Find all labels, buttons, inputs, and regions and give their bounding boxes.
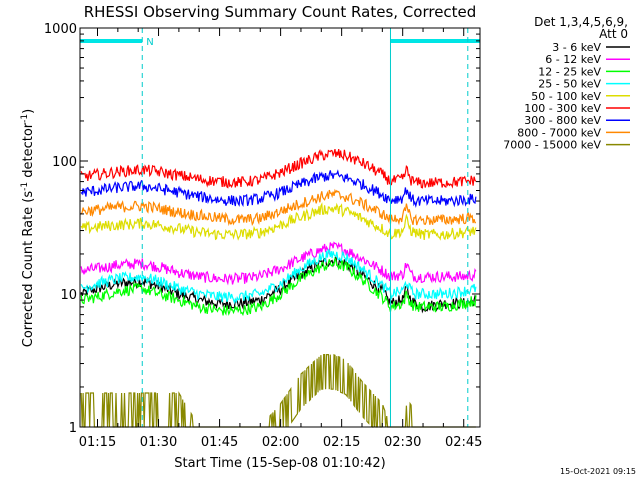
series-line — [80, 354, 476, 428]
x-axis-ticks: 01:15 01:30 01:45 02:00 02:15 02:30 02:45 — [79, 28, 482, 450]
x-tick-label: 02:30 — [384, 435, 421, 450]
x-tick-label: 02:15 — [323, 435, 360, 450]
legend-entry-label: 3 - 6 keV — [552, 41, 601, 54]
x-tick-label: 01:15 — [79, 435, 116, 450]
series-line — [80, 248, 477, 305]
series-line — [80, 169, 477, 209]
y-label-part-2: detector — [21, 122, 36, 182]
legend-header-detectors: Det 1,3,4,5,6,9, — [534, 15, 628, 29]
night-bars: N — [80, 37, 480, 48]
series-line — [80, 202, 477, 241]
x-tick-label: 01:45 — [201, 435, 238, 450]
legend-entry-label: 7000 - 15000 keV — [503, 139, 601, 152]
legend-entry-label: 25 - 50 keV — [538, 78, 601, 91]
chart-title: RHESSI Observing Summary Count Rates, Co… — [84, 3, 477, 21]
legend-entry-label: 800 - 7000 keV — [517, 126, 601, 139]
y-axis-label: Corrected Count Rate (s-1 detector-1) — [20, 109, 36, 347]
y-label-exponent-2: -1 — [20, 114, 30, 123]
series-line — [80, 256, 477, 317]
legend-entry-label: 6 - 12 keV — [545, 53, 601, 66]
series-line — [80, 148, 477, 189]
y-axis-ticks: 1 10 100 1000 — [44, 22, 480, 436]
plot-frame — [79, 27, 481, 428]
legend-entry-label: 12 - 25 keV — [538, 65, 601, 78]
legend-header-attenuator: Att 0 — [599, 27, 628, 41]
x-tick-label: 01:30 — [140, 435, 177, 450]
series-line — [80, 241, 477, 286]
night-bar-label: N — [146, 37, 153, 48]
x-axis-label: Start Time (15-Sep-08 01:10:42) — [174, 456, 385, 471]
series-line — [80, 188, 476, 227]
x-tick-label: 02:45 — [445, 435, 482, 450]
y-tick-label: 100 — [52, 155, 77, 170]
series-lines — [80, 148, 477, 428]
legend-entry-label: 100 - 300 keV — [524, 102, 601, 115]
x-tick-label: 02:00 — [262, 435, 299, 450]
timestamp: 15-Oct-2021 09:15 — [560, 467, 636, 476]
legend-entry-label: 300 - 800 keV — [524, 114, 601, 127]
y-tick-label: 10 — [60, 288, 77, 303]
y-label-exponent-1: -1 — [20, 182, 30, 191]
y-label-part-1: Corrected Count Rate (s — [21, 191, 36, 348]
y-label-part-3: ) — [21, 109, 36, 114]
legend-entry-label: 50 - 100 keV — [531, 90, 601, 103]
y-tick-label: 1000 — [44, 22, 77, 37]
y-tick-label: 1 — [69, 421, 77, 436]
